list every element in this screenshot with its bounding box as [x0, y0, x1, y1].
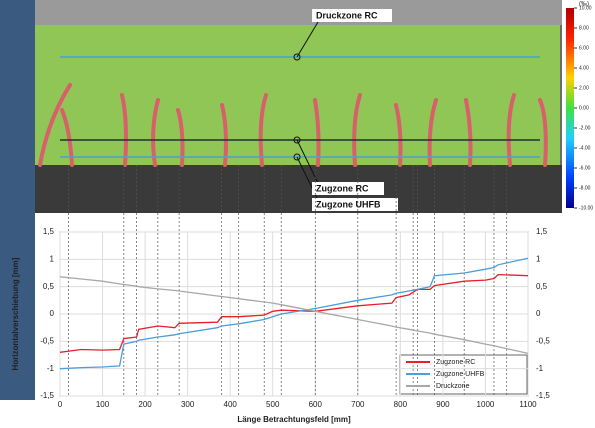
colorbar-tick-label: -4.00: [579, 145, 591, 151]
zone-label: Zugzone UHFB: [316, 199, 381, 209]
colorbar-tick-label: 4.00: [579, 65, 589, 71]
x-tick-label: 1100: [519, 400, 537, 409]
x-tick-label: 100: [96, 400, 110, 409]
x-tick-label: 500: [266, 400, 280, 409]
y2-tick-label: -1: [536, 364, 544, 373]
series-line: [59, 257, 529, 370]
colorbar-unit: (‰): [579, 2, 589, 8]
y-tick-label: 1,5: [43, 227, 55, 236]
y2-tick-label: 0: [536, 309, 541, 318]
x-tick-label: 600: [309, 400, 323, 409]
x-tick-label: 700: [351, 400, 365, 409]
zone-label: Druckzone RC: [316, 10, 378, 20]
y-tick-label: -1: [47, 364, 55, 373]
colorbar-tick-label: -10.00: [579, 205, 593, 211]
y2-tick-label: -1,5: [536, 391, 550, 400]
y2-tick-label: 1: [536, 254, 541, 263]
y2-tick-label: -0,5: [536, 336, 550, 345]
colorbar-tick-label: 10.00: [579, 5, 592, 11]
x-tick-label: 300: [181, 400, 195, 409]
y2-tick-label: 1,5: [536, 227, 548, 236]
y-tick-label: 0: [50, 309, 55, 318]
x-axis-title: Länge Betrachtungsfeld [mm]: [237, 415, 351, 424]
zone-label: Zugzone RC: [316, 183, 369, 193]
legend-label: Zugzone RC: [436, 359, 475, 366]
legend-label: Druckzone: [436, 383, 470, 390]
x-tick-label: 1000: [477, 400, 495, 409]
y-axis-title: Horizontalverschiebung [mm]: [11, 257, 20, 370]
series-line: [59, 273, 529, 353]
legend-label: Zugzone UHFB: [436, 371, 485, 378]
colorbar-tick-label: 0.00: [579, 105, 589, 111]
y2-tick-label: 0,5: [536, 282, 548, 291]
colorbar-tick-label: 8.00: [579, 25, 589, 31]
colorbar-tick-label: -2.00: [579, 125, 591, 131]
colorbar-tick-label: 2.00: [579, 85, 589, 91]
y-tick-label: 1: [50, 254, 55, 263]
x-tick-label: 900: [436, 400, 450, 409]
photo: Druckzone RC Zugzone RC Zugzone UHFB: [0, 0, 562, 400]
x-tick-label: 0: [58, 400, 63, 409]
colorbar: [566, 8, 574, 208]
x-tick-label: 200: [138, 400, 152, 409]
colorbar-tick-label: -8.00: [579, 185, 591, 191]
y-tick-label: -1,5: [40, 391, 54, 400]
colorbar-tick-label: 6.00: [579, 45, 589, 51]
x-tick-label: 400: [224, 400, 238, 409]
y-tick-label: -0,5: [40, 336, 54, 345]
colorbar-tick-label: -6.00: [579, 165, 591, 171]
series-line: [59, 276, 529, 355]
y-tick-label: 0,5: [43, 282, 55, 291]
x-tick-label: 800: [394, 400, 408, 409]
